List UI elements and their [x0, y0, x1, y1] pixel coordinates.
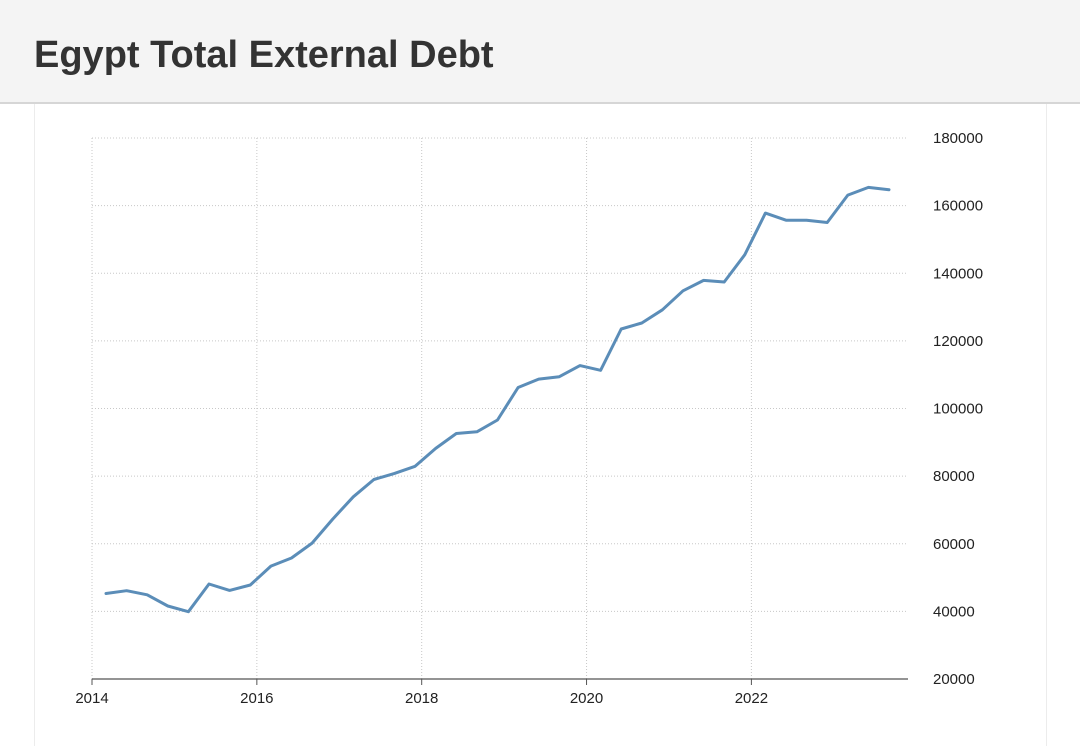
x-tick-label: 2018: [405, 690, 438, 707]
y-tick-label: 80000: [933, 468, 975, 485]
grid-lines: [91, 137, 908, 679]
y-tick-label: 40000: [933, 603, 975, 620]
tick-labels: 20000 40000 60000 80000 100000 120000 140000 16…: [75, 130, 983, 707]
y-tick-label: 140000: [933, 265, 983, 282]
x-tick-label: 2020: [570, 690, 603, 707]
series-line: [104, 185, 891, 614]
y-tick-label: 100000: [933, 401, 983, 418]
page-title: Egypt Total External Debt: [34, 34, 494, 76]
x-tick-label: 2022: [735, 690, 768, 707]
y-tick-label: 60000: [933, 536, 975, 553]
y-tick-label: 160000: [933, 198, 983, 215]
axes: [91, 678, 908, 685]
y-tick-label: 120000: [933, 333, 983, 350]
page-header: Egypt Total External Debt: [0, 0, 1080, 104]
chart-card: 20000 40000 60000 80000 100000 120000 140000 16…: [34, 104, 1047, 746]
series-layer: [104, 185, 891, 614]
y-tick-label: 180000: [933, 130, 983, 147]
x-tick-label: 2016: [240, 690, 273, 707]
debt-line-chart: 20000 40000 60000 80000 100000 120000 140000 16…: [75, 130, 983, 707]
x-tick-label: 2014: [75, 690, 108, 707]
y-tick-label: 20000: [933, 671, 975, 688]
